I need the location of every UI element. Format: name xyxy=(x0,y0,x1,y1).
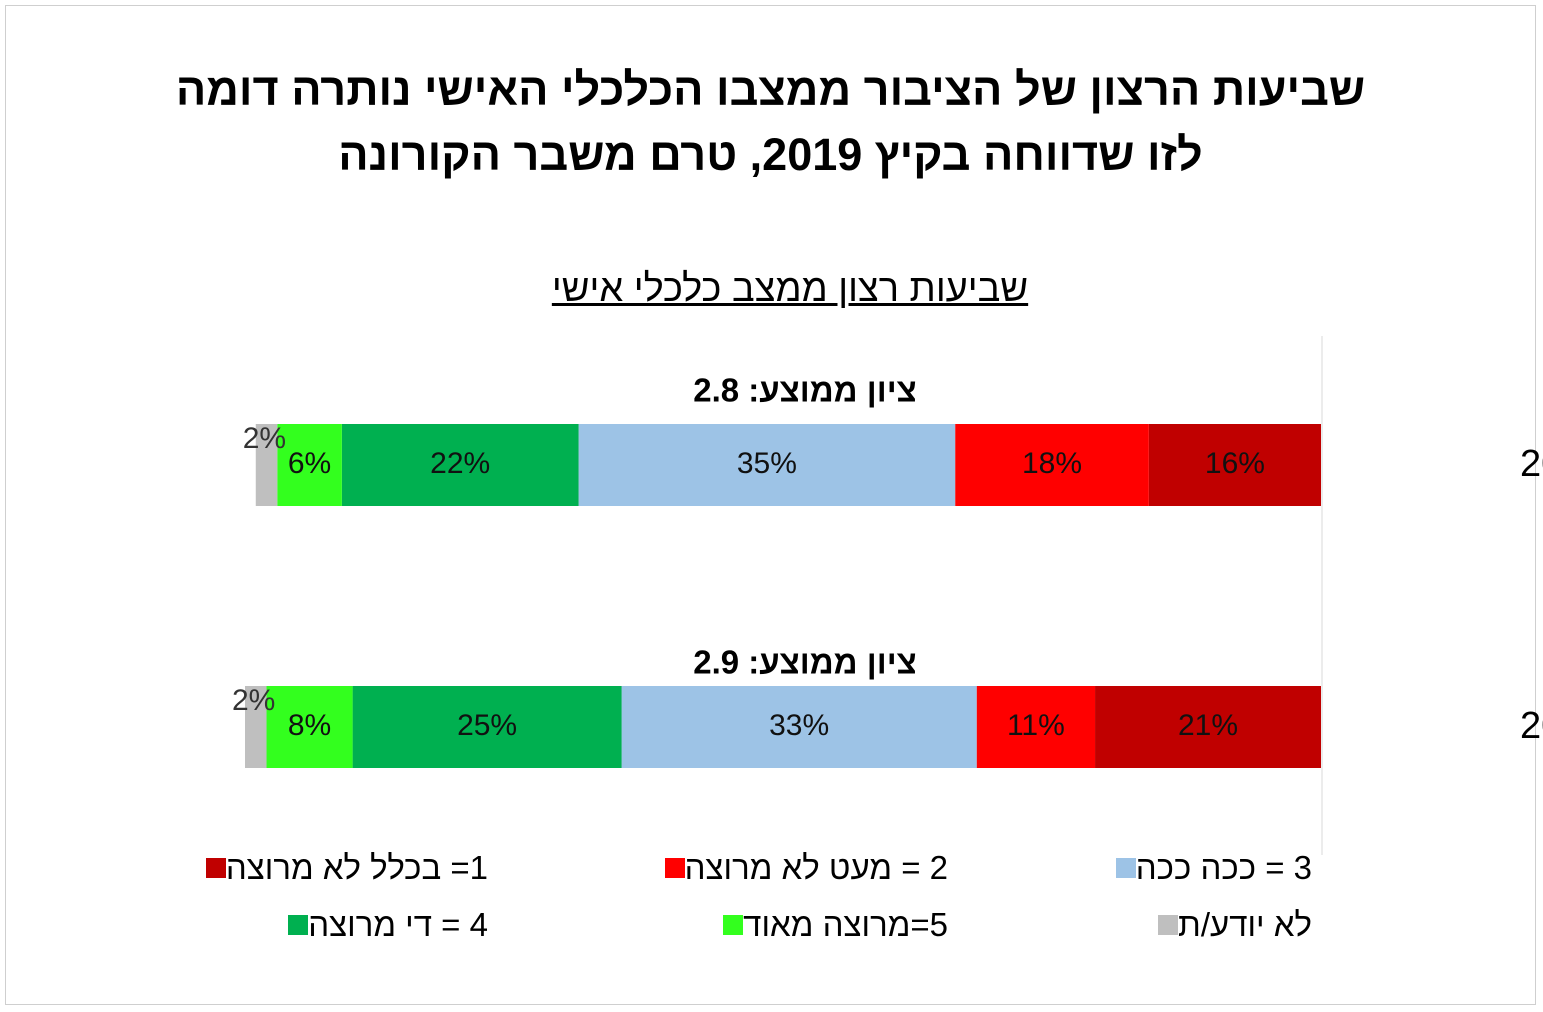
chart-title-line-1: שביעות הרצון של הציבור ממצבו הכלכלי האיש… xyxy=(175,64,1366,115)
data-label: 35% xyxy=(737,447,797,480)
data-label: 22% xyxy=(430,447,490,480)
legend-label: 3 = ככה ככה xyxy=(1135,849,1312,886)
bar-segment xyxy=(245,686,267,768)
legend-swatch xyxy=(1158,915,1179,935)
legend-label: 1= בכלל לא מרוצה xyxy=(225,849,488,886)
legend-item: 1= בכלל לא מרוצה xyxy=(196,848,488,888)
bar-segment xyxy=(1095,686,1321,768)
category-label: מאי 2022 xyxy=(1520,705,1543,747)
data-label: 25% xyxy=(457,709,517,742)
data-label: 21% xyxy=(1178,709,1238,742)
data-label: 33% xyxy=(769,709,829,742)
bar-segment xyxy=(255,424,278,506)
bar-segment xyxy=(955,424,1149,506)
legend-swatch xyxy=(1115,858,1136,878)
legend-item: 4 = די מרוצה xyxy=(278,905,488,945)
bar-segment xyxy=(266,686,353,768)
average-score-label: ציון ממוצע: 2.8 xyxy=(693,372,917,409)
bar-segment xyxy=(277,424,342,506)
data-label: 6% xyxy=(288,447,331,480)
chart-subtitle: שביעות רצון ממצב כלכלי אישי xyxy=(551,268,1029,310)
legend-label: 4 = די מרוצה xyxy=(308,906,488,943)
data-label: 18% xyxy=(1022,447,1082,480)
data-label: 2% xyxy=(232,684,275,717)
bar-segment xyxy=(621,686,977,768)
legend-item: 2 = מעט לא מרוצה xyxy=(655,848,948,888)
data-label: 2% xyxy=(243,422,286,455)
bar-segment xyxy=(352,686,622,768)
data-label: 11% xyxy=(1007,709,1065,742)
bar-segment xyxy=(578,424,956,506)
chart-title-line-2: לזו שדווחה בקיץ 2019, טרם משבר הקורונה xyxy=(338,129,1203,180)
legend-label: 5=מרוצה מאוד xyxy=(743,906,948,943)
bar-segment xyxy=(976,686,1096,768)
bar-segment xyxy=(341,424,579,506)
legend-item: לא יודע/ת xyxy=(1148,905,1312,945)
legend-label: 2 = מעט לא מרוצה xyxy=(684,849,948,886)
legend-label: לא יודע/ת xyxy=(1178,906,1312,943)
category-label: יולי 2019 xyxy=(1520,443,1543,485)
bar-segment xyxy=(1148,424,1321,506)
data-label: 8% xyxy=(288,709,331,742)
data-label: 16% xyxy=(1205,447,1265,480)
legend-item: 5=מרוצה מאוד xyxy=(713,905,948,945)
legend-swatch xyxy=(205,858,226,878)
legend-swatch xyxy=(723,915,744,935)
legend-item: 3 = ככה ככה xyxy=(1106,848,1312,888)
average-score-label: ציון ממוצע: 2.9 xyxy=(693,644,917,681)
legend-swatch xyxy=(664,858,685,878)
legend-swatch xyxy=(288,915,309,935)
